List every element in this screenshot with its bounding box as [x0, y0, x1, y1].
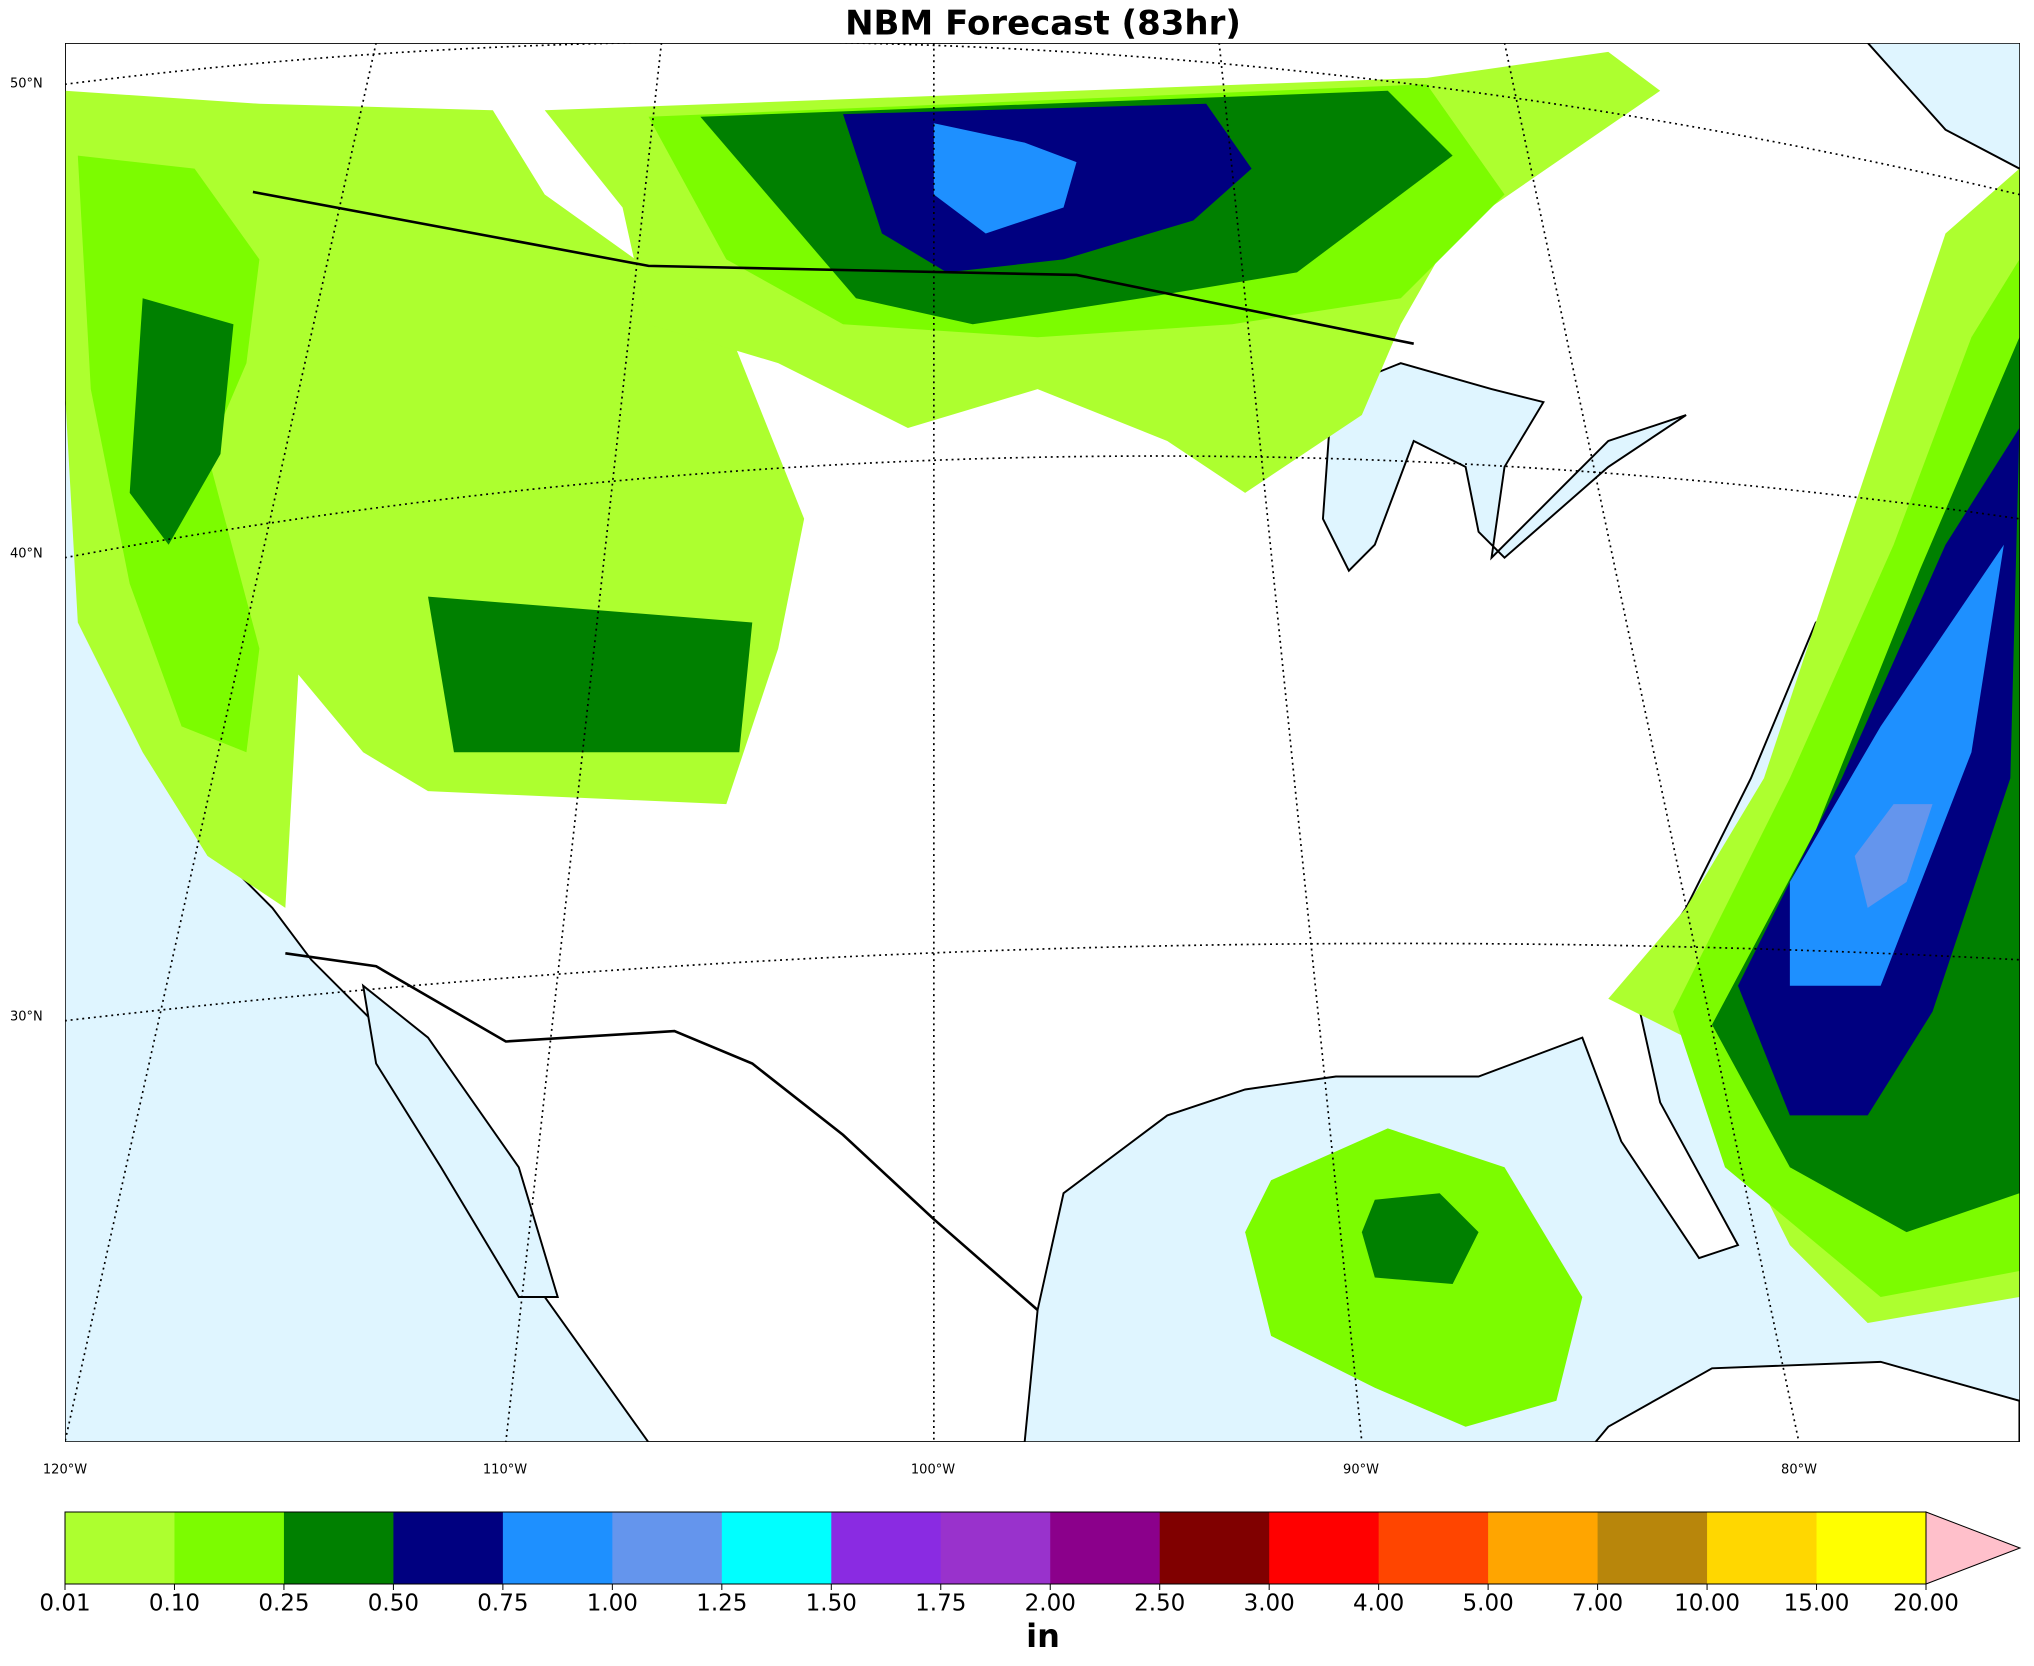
colorbar-bin — [283, 1512, 394, 1584]
colorbar: 0.01 0.10 0.25 0.50 0.75 1.00 1.25 1.50 1.75 2.00… — [39, 1511, 2022, 1617]
colorbar-bin — [1816, 1512, 1927, 1584]
colorbar-tick-label: 2.50 — [1134, 1591, 1185, 1617]
colorbar-tick-label: 1.25 — [696, 1591, 747, 1617]
colorbar-tick-label: 0.50 — [368, 1591, 419, 1617]
colorbar-tick-label: 1.75 — [915, 1591, 966, 1617]
lon-label: 110°W — [483, 1463, 527, 1478]
colorbar-bin — [721, 1512, 832, 1584]
colorbar-bin — [612, 1512, 723, 1584]
great-lakes — [1321, 362, 1687, 573]
colorbar-tick-label: 0.75 — [477, 1591, 528, 1617]
precip-east-6 — [1854, 804, 1933, 908]
colorbar-tick-label: 0.25 — [258, 1591, 309, 1617]
lon-label: 100°W — [911, 1463, 955, 1478]
colorbar-bin — [502, 1512, 613, 1584]
borders — [252, 190, 1414, 1311]
colorbar-tick-label: 1.50 — [806, 1591, 857, 1617]
precip-gulf-2 — [1361, 1193, 1479, 1285]
colorbar-tick-label: 15.00 — [1784, 1591, 1850, 1617]
colorbar-bin — [1488, 1512, 1599, 1584]
lon-label: 90°W — [1343, 1463, 1379, 1478]
colorbar-tick-label: 5.00 — [1463, 1591, 1514, 1617]
colorbar-tick-label: 2.00 — [1025, 1591, 1076, 1617]
colorbar-tick-label: 0.01 — [39, 1591, 90, 1617]
colorbar-bin — [1269, 1512, 1380, 1584]
colorbar-tick-label: 1.00 — [587, 1591, 638, 1617]
colorbar-bin — [393, 1512, 504, 1584]
colorbar-tick-label: 10.00 — [1674, 1591, 1740, 1617]
map — [65, 43, 2020, 1442]
colorbar-tick-label: 20.00 — [1893, 1591, 1959, 1617]
colorbar-bin — [65, 1512, 175, 1584]
lon-label: 80°W — [1781, 1463, 1817, 1478]
lon-label: 120°W — [43, 1463, 87, 1478]
colorbar-bin — [1378, 1512, 1489, 1584]
colorbar-bin — [1159, 1512, 1270, 1584]
precip-north-5 — [933, 123, 1077, 234]
colorbar-unit: in — [1026, 1617, 1060, 1655]
lat-label: 30°N — [10, 1010, 43, 1025]
colorbar-tick-label: 3.00 — [1244, 1591, 1295, 1617]
precip-west-heavier — [129, 298, 753, 753]
precip-east-5 — [1789, 544, 2004, 986]
colorbar-bin — [174, 1512, 285, 1584]
colorbar-bin — [1597, 1512, 1708, 1584]
colorbar-bin — [1707, 1512, 1818, 1584]
colorbar-extend — [1925, 1511, 2022, 1585]
colorbar-bin — [831, 1512, 942, 1584]
baja — [361, 983, 560, 1298]
map-title: NBM Forecast (83hr) — [845, 4, 1241, 44]
colorbar-tick-label: 0.10 — [149, 1591, 200, 1617]
colorbar-bin — [1050, 1512, 1161, 1584]
graticule — [65, 43, 2020, 1442]
lat-label: 40°N — [10, 547, 43, 562]
colorbar-outline — [64, 1511, 1927, 1585]
colorbar-bin — [940, 1512, 1051, 1584]
lat-label: 50°N — [10, 77, 43, 92]
colorbar-tick-label: 4.00 — [1353, 1591, 1404, 1617]
colorbar-tick-label: 7.00 — [1572, 1591, 1623, 1617]
